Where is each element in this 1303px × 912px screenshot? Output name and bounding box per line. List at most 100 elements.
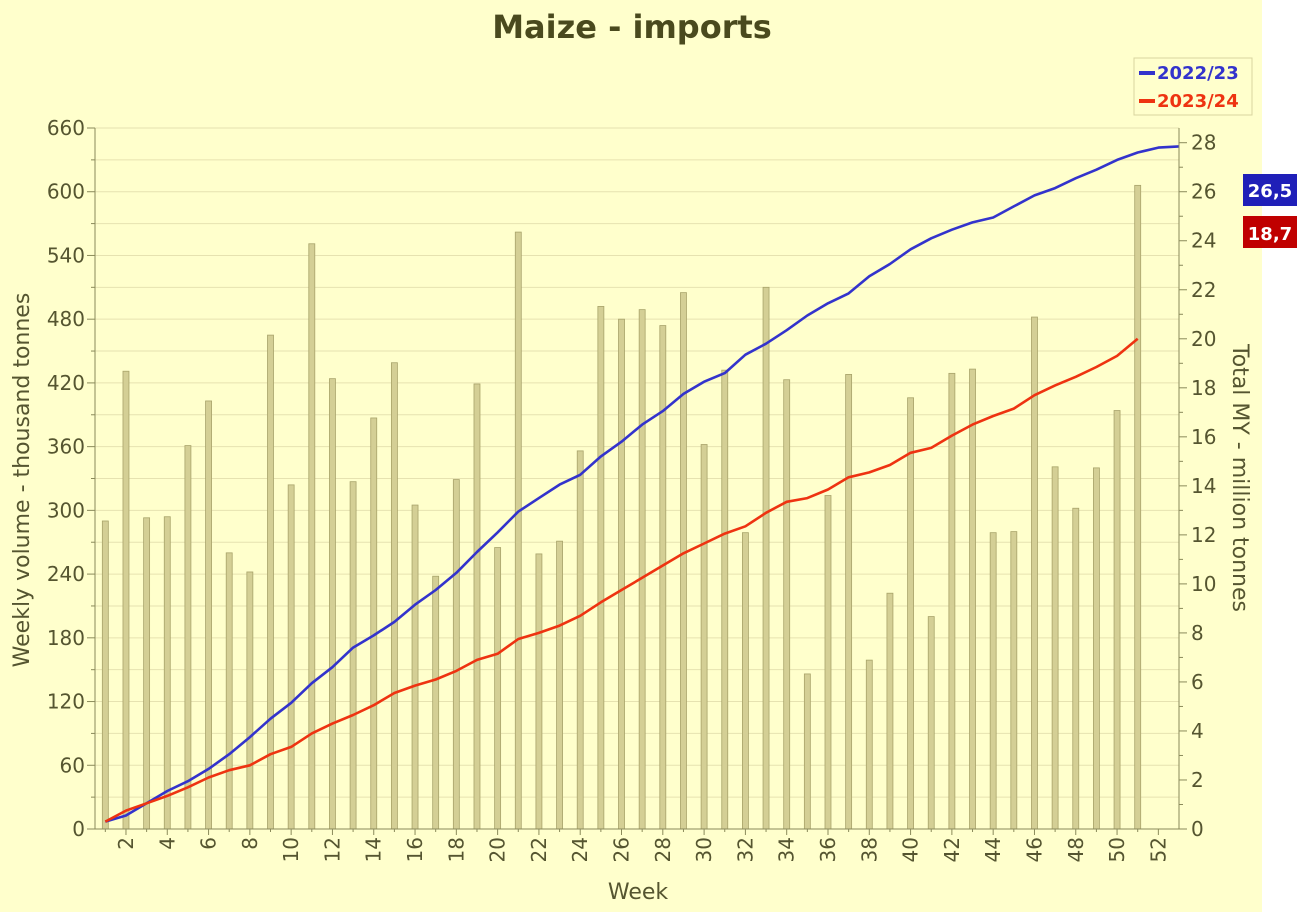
- bar-week-24: [576, 450, 584, 830]
- bar-week-11: [308, 243, 316, 830]
- bar-week-49: [1093, 467, 1100, 830]
- y-left-tick-label: 0: [72, 817, 85, 841]
- y-right-tick-label: 0: [1191, 817, 1204, 841]
- bar-week-51: [1134, 184, 1142, 830]
- bar-week-37: [845, 374, 853, 830]
- y-right-tick-label: 28: [1191, 131, 1216, 155]
- x-tick-label: 40: [899, 837, 923, 862]
- axes: 0601201802403003604204805406006600246810…: [47, 116, 1217, 862]
- y-right-tick-label: 14: [1191, 474, 1216, 498]
- y-right-tick-label: 18: [1191, 376, 1216, 400]
- x-tick-label: 24: [568, 837, 592, 862]
- bar-week-33: [762, 286, 770, 830]
- chart-title: Maize - imports: [492, 8, 772, 46]
- y-left-tick-label: 60: [60, 753, 85, 777]
- y-right-tick-label: 4: [1191, 719, 1204, 743]
- y-left-tick-label: 180: [47, 626, 85, 650]
- legend: 2022/23 2023/24: [1133, 57, 1253, 116]
- y-left-tick-label: 360: [47, 435, 85, 459]
- bar-week-7: [225, 552, 233, 830]
- weekly-bars: [101, 184, 1142, 830]
- y-right-tick-label: 24: [1191, 229, 1216, 253]
- y-right-tick-label: 12: [1191, 523, 1216, 547]
- legend-swatch-2022-23: [1139, 71, 1155, 75]
- x-tick-label: 36: [816, 837, 840, 862]
- bar-week-38: [865, 659, 873, 830]
- x-tick-label: 32: [733, 837, 757, 862]
- x-tick-label: 44: [981, 837, 1005, 862]
- legend-label-2023-24: 2023/24: [1157, 91, 1239, 112]
- end-label-2023-24-text: 18,7: [1248, 224, 1292, 245]
- x-tick-label: 42: [940, 837, 964, 862]
- bar-week-1: [101, 520, 109, 830]
- bar-week-36: [824, 495, 832, 830]
- bar-week-35: [803, 673, 811, 830]
- bar-week-25: [597, 306, 605, 830]
- bar-week-4: [163, 516, 171, 830]
- bar-week-39: [886, 592, 894, 830]
- bar-week-23: [556, 540, 563, 830]
- x-tick-label: 48: [1064, 837, 1088, 862]
- y-left-tick-label: 240: [47, 562, 85, 586]
- end-label-2023-24-box: [1243, 216, 1297, 248]
- bar-week-31: [721, 369, 729, 830]
- x-tick-label: 20: [486, 837, 510, 862]
- bar-week-48: [1072, 507, 1080, 830]
- y-left-tick-label: 480: [47, 307, 85, 331]
- bar-week-30: [700, 444, 708, 830]
- y-left-tick-label: 600: [47, 180, 85, 204]
- legend-box: [1133, 57, 1253, 116]
- x-tick-label: 18: [444, 837, 468, 862]
- x-tick-label: 22: [527, 837, 551, 862]
- bar-week-14: [370, 417, 378, 830]
- grid-lines: [95, 127, 1179, 830]
- x-tick-label: 6: [197, 837, 221, 850]
- x-tick-label: 30: [692, 837, 716, 862]
- y-right-tick-label: 8: [1191, 621, 1204, 645]
- bar-week-3: [143, 517, 151, 830]
- bar-week-32: [742, 532, 749, 830]
- bar-week-45: [1010, 531, 1018, 830]
- bar-week-15: [390, 362, 398, 830]
- series-line-2022-23: [104, 145, 1180, 823]
- legend-label-2022-23: 2022/23: [1157, 63, 1239, 84]
- bar-week-10: [287, 484, 295, 830]
- bar-week-47: [1051, 466, 1059, 830]
- y-right-axis-title: Total MY - million tonnes: [1227, 343, 1252, 612]
- bar-week-5: [184, 445, 192, 830]
- x-axis-title: Week: [608, 880, 669, 905]
- bar-week-27: [638, 309, 646, 830]
- bar-week-26: [618, 318, 625, 830]
- x-tick-label: 12: [320, 837, 344, 862]
- bar-week-17: [432, 575, 440, 830]
- x-tick-label: 14: [362, 837, 386, 862]
- right-margin: [1262, 0, 1303, 912]
- y-left-tick-label: 420: [47, 371, 85, 395]
- end-label-2023-24: 18,7: [1243, 216, 1297, 248]
- bar-week-22: [535, 553, 543, 830]
- y-right-tick-label: 26: [1191, 180, 1216, 204]
- bar-week-16: [411, 504, 419, 830]
- y-right-tick-label: 6: [1191, 670, 1204, 694]
- x-tick-label: 34: [775, 837, 799, 862]
- y-left-tick-label: 540: [47, 243, 85, 267]
- x-tick-label: 10: [279, 837, 303, 862]
- y-left-tick-label: 120: [47, 690, 85, 714]
- x-tick-label: 52: [1146, 837, 1170, 862]
- end-label-2022-23-box: [1243, 174, 1297, 206]
- x-tick-label: 4: [155, 837, 179, 850]
- x-tick-label: 8: [238, 837, 262, 850]
- x-tick-label: 16: [403, 837, 427, 862]
- bar-week-43: [969, 368, 976, 830]
- bar-week-6: [205, 400, 212, 830]
- y-left-tick-label: 660: [47, 116, 85, 140]
- bar-week-13: [349, 481, 357, 830]
- legend-swatch-2023-24: [1139, 99, 1155, 103]
- bar-week-19: [473, 383, 481, 830]
- bar-week-28: [659, 325, 667, 830]
- bar-week-29: [680, 292, 687, 830]
- y-right-tick-label: 2: [1191, 768, 1204, 792]
- x-tick-label: 38: [857, 837, 881, 862]
- cumulative-lines: [104, 145, 1180, 823]
